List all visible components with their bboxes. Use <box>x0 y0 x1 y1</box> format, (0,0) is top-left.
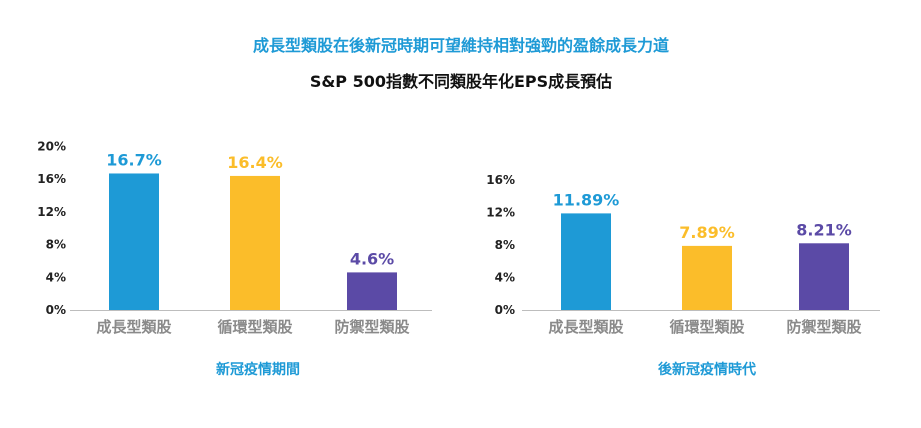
bar <box>561 213 611 310</box>
bar <box>109 173 159 310</box>
x-category-label: 循環型類股 <box>217 318 293 336</box>
y-tick-label: 0% <box>495 303 515 317</box>
bar-value-label: 8.21% <box>796 220 852 239</box>
bar-value-label: 4.6% <box>350 249 394 268</box>
panel-title: 後新冠疫情時代 <box>658 361 756 378</box>
bar-value-label: 16.7% <box>106 150 162 169</box>
x-category-label: 成長型類股 <box>548 318 624 336</box>
x-category-label: 成長型類股 <box>96 318 172 336</box>
y-tick-label: 8% <box>46 238 66 252</box>
y-tick-label: 0% <box>46 303 66 317</box>
bar <box>347 272 397 310</box>
y-tick-label: 12% <box>37 205 66 219</box>
bar <box>682 245 732 310</box>
x-category-label: 循環型類股 <box>669 318 745 336</box>
y-tick-label: 16% <box>486 173 515 187</box>
y-tick-label: 12% <box>486 206 515 220</box>
x-category-label: 防禦型類股 <box>334 318 410 336</box>
y-tick-label: 4% <box>495 271 515 285</box>
y-tick-label: 8% <box>495 238 515 252</box>
y-tick-label: 20% <box>37 140 66 154</box>
bar-value-label: 16.4% <box>227 153 283 172</box>
chart-panel-during-pandemic: 0% 4% 8% 12% 16% 20% 16.7% 成長型類股 16.4% 循環型類股 4.6% 防… <box>37 140 432 378</box>
chart-subtitle: S&P 500指數不同類股年化EPS成長預估 <box>310 72 612 91</box>
bar-value-label: 7.89% <box>679 223 735 242</box>
x-category-label: 防禦型類股 <box>786 318 862 336</box>
y-tick-label: 4% <box>46 270 66 284</box>
bar <box>799 243 849 310</box>
y-tick-label: 16% <box>37 172 66 186</box>
chart-panel-post-pandemic: 0% 4% 8% 12% 16% 11.89% 成長型類股 7.89% 循環型類股 8.21% 防禦… <box>486 173 880 378</box>
chart-headline: 成長型類股在後新冠時期可望維持相對強勁的盈餘成長力道 <box>253 36 669 55</box>
panel-title: 新冠疫情期間 <box>216 361 300 378</box>
bar-value-label: 11.89% <box>553 190 620 209</box>
bar <box>230 175 280 310</box>
